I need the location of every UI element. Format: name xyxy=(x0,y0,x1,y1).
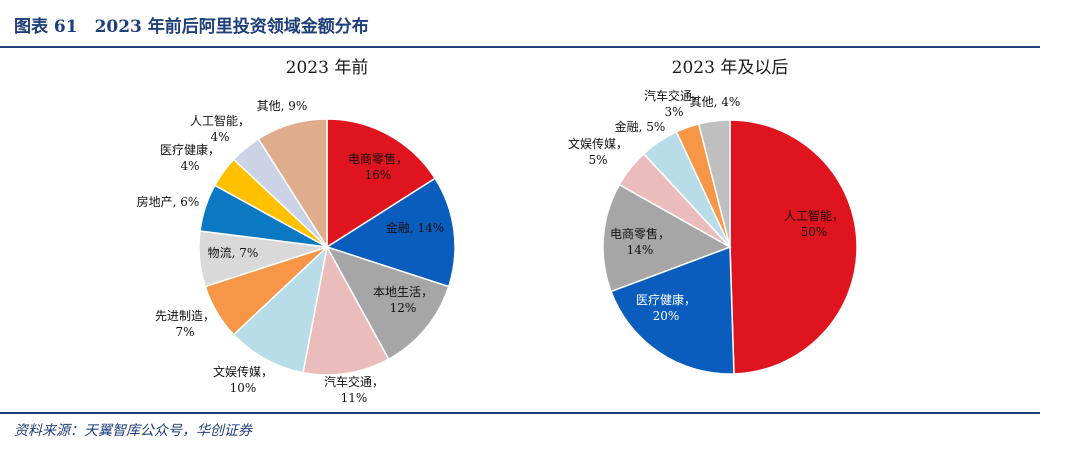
pie-slice xyxy=(232,244,329,374)
pie-title: 2023 年前 xyxy=(286,58,369,78)
slice-label: 金融, 5% xyxy=(615,119,666,134)
slice-label: 其他, 9% xyxy=(257,99,308,113)
slice-label: 汽车交通， 3% xyxy=(644,88,704,119)
slice-label: 先进制造， 7% xyxy=(155,309,215,339)
pie-slice xyxy=(325,177,456,288)
slice-label: 文娱传媒， 5% xyxy=(568,136,628,167)
slice-label: 电商零售， 16% xyxy=(348,151,408,182)
source-note: 资料来源：天翼智库公众号，华创证券 xyxy=(14,423,252,439)
pie-slice xyxy=(257,118,328,250)
slice-label: 电商零售， 14% xyxy=(610,226,670,257)
pie-title: 2023 年及以后 xyxy=(672,58,789,78)
slice-label: 人工智能， 50% xyxy=(784,208,844,239)
pie-slice xyxy=(610,245,735,375)
slice-label: 房地产, 6% xyxy=(137,194,200,209)
slice-label: 医疗健康， 20% xyxy=(636,292,696,323)
pie-slice xyxy=(602,183,732,293)
slice-label: 医疗健康， 4% xyxy=(160,142,220,173)
figure-title: 图表 61 2023 年前后阿里投资领域金额分布 xyxy=(14,17,369,37)
source-rule xyxy=(0,412,1040,414)
slice-label: 其他, 4% xyxy=(690,95,741,109)
pie-slice xyxy=(326,118,437,249)
slice-label: 金融, 14% xyxy=(386,220,444,235)
slice-label: 人工智能， 4% xyxy=(190,113,250,144)
pie-slice xyxy=(325,245,450,361)
slice-label: 物流, 7% xyxy=(208,246,259,260)
pie-slice xyxy=(302,244,390,376)
slice-label: 汽车交通， 11% xyxy=(324,374,384,405)
title-rule xyxy=(0,46,1040,48)
pie-slice xyxy=(697,119,731,248)
pie-slice xyxy=(729,119,858,375)
slice-label: 文娱传媒， 10% xyxy=(213,364,273,395)
slice-label: 本地生活， 12% xyxy=(373,285,433,315)
